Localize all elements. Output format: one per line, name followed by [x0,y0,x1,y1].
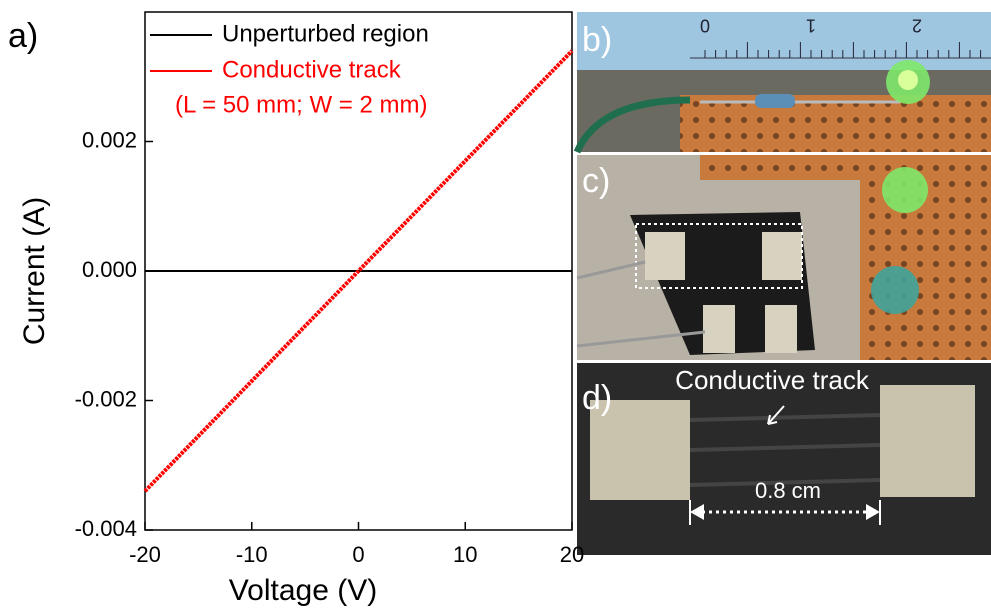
y-tick-label: 0.000 [82,257,137,282]
x-tick-label: 0 [352,542,364,567]
y-tick-label: 0.002 [82,127,137,152]
legend-label: Conductive track [222,56,402,83]
figure: a) Current (A) Voltage (V) 01234 [0,0,991,610]
x-tick-label: 10 [453,542,477,567]
y-axis-label: Current (A) [18,197,51,345]
track-label: Conductive track [675,365,870,395]
y-tick-label: -0.004 [75,516,137,541]
panel-label: d) [582,379,612,417]
annotation: (L = 50 mm; W = 2 mm) [175,91,427,118]
gap-label: 0.8 cm [755,478,821,503]
ruler-number: 1 [806,15,816,35]
page: a) Current (A) Voltage (V) 01234 [0,0,991,610]
panel-label: a) [8,17,38,55]
ruler-number: 0 [700,15,710,35]
panel-label: b) [582,21,612,59]
x-tick-label: 20 [560,542,584,567]
x-axis-label: Voltage (V) [229,574,377,607]
x-tick-label: -20 [129,542,161,567]
ruler-number: 2 [912,15,922,35]
x-tick-label: -10 [236,542,268,567]
photo-c [577,155,991,360]
y-tick-label: -0.002 [75,386,137,411]
legend-label: Unperturbed region [222,20,429,47]
photo-b: 01234 [577,12,991,152]
panel-label: c) [582,162,610,200]
